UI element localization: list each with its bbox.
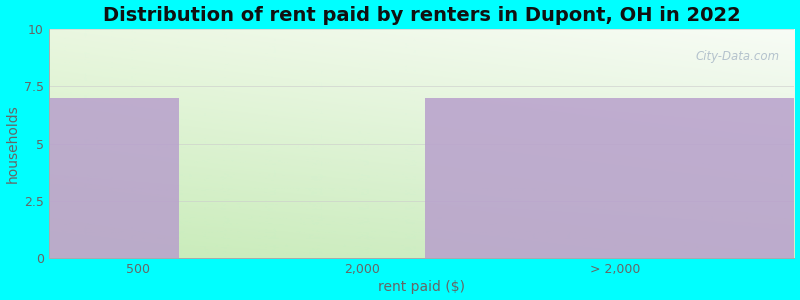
Bar <box>426 98 794 258</box>
X-axis label: rent paid ($): rent paid ($) <box>378 280 465 294</box>
Title: Distribution of rent paid by renters in Dupont, OH in 2022: Distribution of rent paid by renters in … <box>102 6 740 25</box>
Y-axis label: households: households <box>6 104 19 183</box>
Text: City-Data.com: City-Data.com <box>695 50 779 63</box>
Bar <box>49 98 179 258</box>
